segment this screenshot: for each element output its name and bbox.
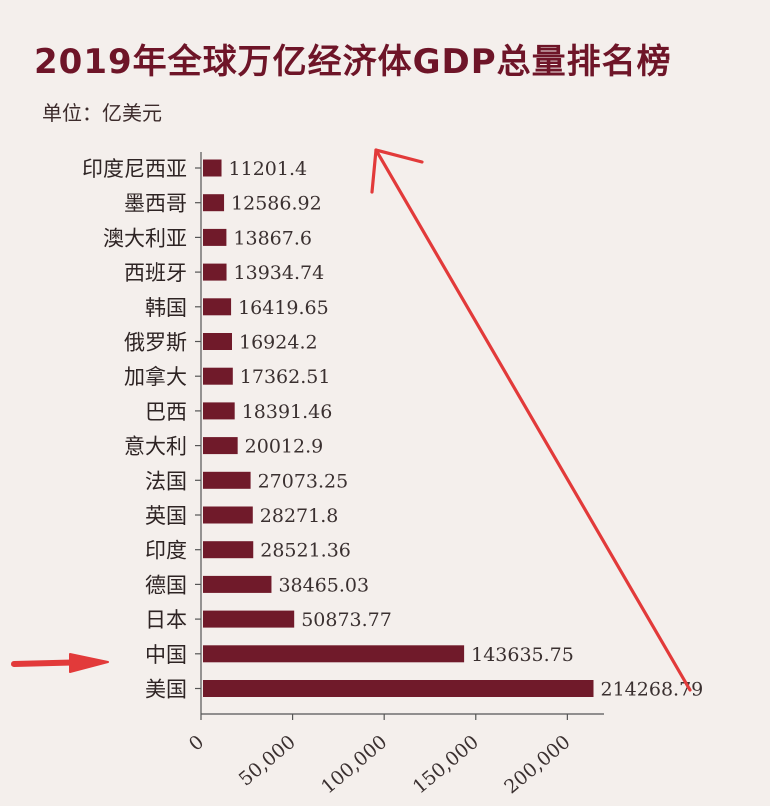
data-label: 16419.65 [238,297,329,319]
data-label: 17362.51 [240,366,331,388]
category-label: 巴西 [145,400,187,424]
bar [203,645,465,663]
bar [203,228,227,246]
category-label: 法国 [145,469,187,493]
diagonal-arrow-annotation [374,148,692,692]
category-label: 德国 [145,573,187,597]
bar [203,680,594,697]
category-label: 韩国 [145,296,187,320]
x-tick-label: 150,000 [409,731,483,798]
category-label: 英国 [145,504,187,528]
data-label: 13867.6 [233,227,312,249]
bar [203,506,253,524]
category-label: 日本 [145,608,187,632]
bar [203,575,272,593]
data-label: 38465.03 [278,574,369,596]
unit-label: 单位：亿美元 [42,101,162,125]
bar [203,159,222,177]
bar [203,610,295,628]
pointer-arrow-head [69,653,109,673]
x-tick-label: 200,000 [500,731,574,798]
category-label: 墨西哥 [124,192,187,216]
category-label: 意大利 [124,435,187,459]
bar [203,437,238,455]
chart-title: 2019年全球万亿经济体GDP总量排名榜 [34,42,672,82]
bar [203,402,235,420]
bar [203,263,227,281]
data-label: 214268.79 [601,679,704,701]
x-tick-label: 100,000 [317,731,391,798]
data-label: 28271.8 [260,505,339,527]
category-label: 加拿大 [124,365,187,389]
bar [203,298,232,316]
category-label: 俄罗斯 [124,331,187,355]
x-tick-label: 50,000 [235,731,300,791]
data-label: 20012.9 [245,436,324,458]
data-label: 143635.75 [471,644,574,666]
data-label: 18391.46 [242,401,333,423]
x-tick-label: 0 [185,731,208,756]
annotations [11,148,692,692]
category-label: 中国 [145,643,187,667]
data-label: 50873.77 [301,609,392,631]
bar [203,194,225,212]
bars: 11201.4 12586.92 13867.6 13934.74 16419.65 16… [203,158,703,701]
category-label: 西班牙 [124,261,187,285]
category-label: 美国 [145,678,187,702]
data-label: 27073.25 [258,470,349,492]
category-label: 印度尼西亚 [82,157,187,181]
bar [203,367,233,385]
category-label: 印度 [145,539,187,563]
data-label: 12586.92 [231,193,322,215]
data-label: 28521.36 [260,540,351,562]
data-label: 16924.2 [239,332,318,354]
category-label: 澳大利亚 [103,226,187,250]
bar [203,471,251,489]
data-label: 11201.4 [229,158,308,180]
diagonal-arrow-head [370,148,424,194]
bar [203,333,233,350]
bar [203,541,254,559]
data-label: 13934.74 [234,262,325,284]
